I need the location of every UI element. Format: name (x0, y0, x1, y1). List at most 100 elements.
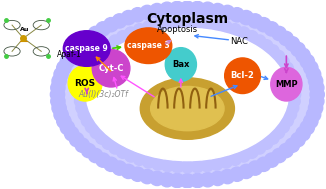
Ellipse shape (211, 19, 223, 31)
Ellipse shape (75, 82, 87, 94)
Ellipse shape (69, 132, 84, 147)
Ellipse shape (51, 94, 65, 108)
Ellipse shape (130, 8, 145, 22)
Ellipse shape (238, 150, 250, 162)
Ellipse shape (220, 5, 235, 19)
Text: MMP: MMP (275, 80, 298, 89)
Ellipse shape (78, 108, 91, 120)
Ellipse shape (81, 115, 94, 127)
Ellipse shape (281, 115, 293, 127)
Text: Au: Au (20, 27, 30, 32)
Ellipse shape (260, 40, 273, 52)
Ellipse shape (272, 126, 285, 139)
Ellipse shape (310, 87, 324, 102)
Ellipse shape (88, 26, 103, 41)
Ellipse shape (170, 1, 184, 15)
Ellipse shape (60, 54, 75, 69)
Ellipse shape (74, 88, 86, 101)
Ellipse shape (285, 37, 300, 51)
Ellipse shape (296, 127, 310, 141)
Ellipse shape (104, 18, 118, 32)
Text: Au(I)(3c)₂OTf: Au(I)(3c)₂OTf (78, 90, 128, 99)
Ellipse shape (277, 56, 289, 68)
Ellipse shape (229, 24, 241, 36)
Ellipse shape (96, 132, 108, 144)
Ellipse shape (308, 101, 323, 115)
Ellipse shape (171, 160, 184, 173)
Ellipse shape (150, 3, 164, 18)
Ellipse shape (85, 121, 97, 133)
Ellipse shape (306, 67, 321, 81)
Ellipse shape (69, 42, 84, 57)
Ellipse shape (304, 114, 318, 128)
Ellipse shape (76, 102, 88, 114)
Ellipse shape (140, 78, 234, 139)
Ellipse shape (310, 94, 324, 108)
Ellipse shape (306, 108, 321, 122)
Ellipse shape (112, 161, 126, 175)
Ellipse shape (230, 8, 244, 22)
Ellipse shape (253, 142, 266, 154)
Text: ROS: ROS (75, 79, 96, 88)
Ellipse shape (271, 67, 302, 101)
Ellipse shape (310, 81, 324, 95)
Ellipse shape (272, 26, 286, 41)
Ellipse shape (180, 174, 195, 188)
Text: caspase 3: caspase 3 (127, 41, 170, 50)
Text: Apoptosis: Apoptosis (157, 25, 198, 34)
Ellipse shape (63, 31, 110, 66)
Ellipse shape (125, 150, 137, 162)
Ellipse shape (51, 81, 65, 95)
Ellipse shape (291, 132, 305, 147)
Ellipse shape (112, 14, 126, 28)
Ellipse shape (75, 95, 87, 107)
Ellipse shape (200, 2, 215, 16)
Ellipse shape (239, 164, 253, 179)
Ellipse shape (96, 45, 108, 57)
Ellipse shape (133, 153, 146, 165)
Ellipse shape (150, 171, 164, 186)
Ellipse shape (75, 138, 89, 152)
Text: NAC: NAC (230, 36, 248, 46)
Ellipse shape (190, 174, 205, 188)
Ellipse shape (102, 137, 114, 149)
Ellipse shape (170, 174, 184, 188)
Ellipse shape (211, 158, 223, 170)
Ellipse shape (142, 156, 155, 168)
Ellipse shape (181, 161, 194, 173)
Ellipse shape (81, 62, 94, 74)
Ellipse shape (125, 27, 137, 39)
Ellipse shape (133, 24, 146, 36)
Ellipse shape (246, 146, 258, 158)
Ellipse shape (238, 27, 250, 39)
Ellipse shape (140, 170, 155, 184)
Ellipse shape (277, 121, 289, 133)
Ellipse shape (272, 50, 285, 63)
Ellipse shape (130, 167, 145, 181)
Ellipse shape (57, 61, 71, 75)
Ellipse shape (90, 126, 102, 139)
Ellipse shape (225, 58, 260, 94)
Ellipse shape (308, 74, 323, 88)
Ellipse shape (125, 28, 172, 64)
Ellipse shape (165, 48, 197, 81)
Ellipse shape (90, 50, 102, 63)
Ellipse shape (47, 0, 326, 189)
Ellipse shape (281, 62, 293, 74)
Ellipse shape (152, 158, 164, 170)
Ellipse shape (161, 17, 174, 30)
Ellipse shape (267, 132, 279, 144)
Ellipse shape (86, 28, 288, 161)
Ellipse shape (76, 75, 88, 87)
Ellipse shape (288, 95, 300, 107)
Ellipse shape (190, 1, 205, 15)
Ellipse shape (85, 56, 97, 68)
Ellipse shape (65, 127, 79, 141)
Text: Cyt-C: Cyt-C (98, 64, 124, 73)
Ellipse shape (260, 137, 273, 149)
Ellipse shape (230, 167, 244, 181)
Ellipse shape (75, 37, 89, 51)
Ellipse shape (288, 88, 301, 101)
Ellipse shape (117, 146, 129, 158)
Ellipse shape (267, 45, 279, 57)
